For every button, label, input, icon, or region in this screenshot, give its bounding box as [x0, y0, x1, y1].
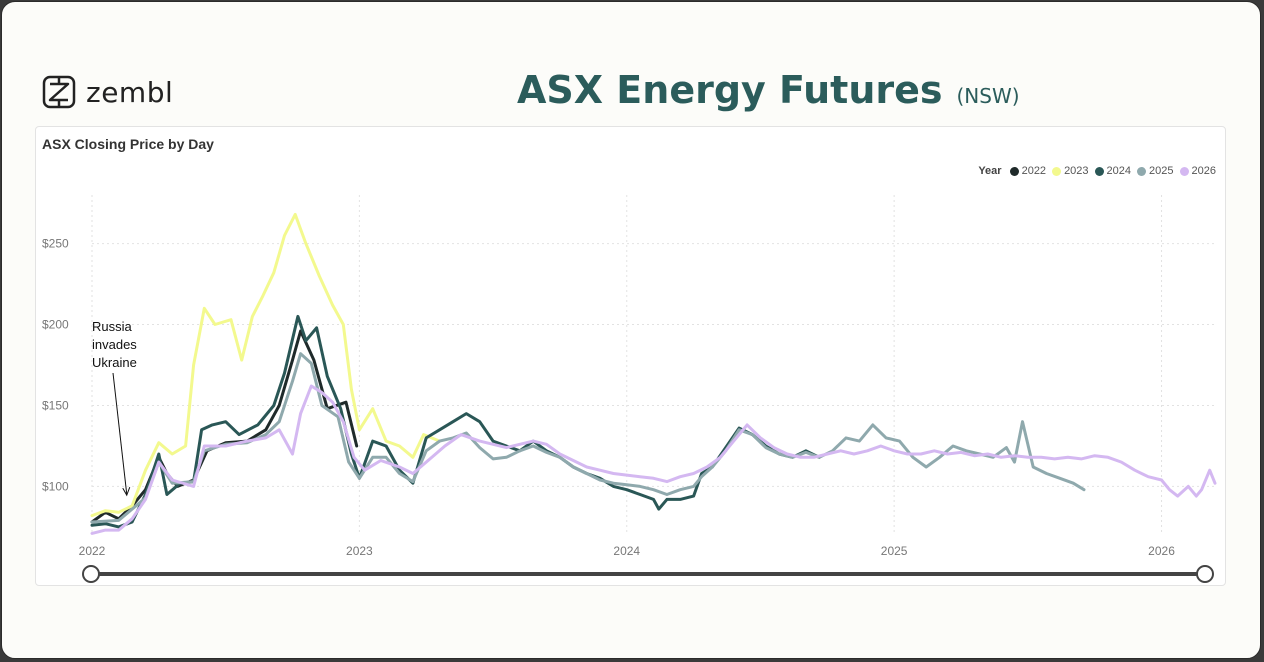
legend-item-2026[interactable]: 2026	[1179, 165, 1216, 177]
series-line-2025	[90, 352, 1086, 524]
chart-panel	[35, 126, 1226, 586]
legend-dot	[1052, 166, 1062, 176]
range-slider-end-handle[interactable]	[1196, 565, 1214, 583]
brand: zembl	[42, 72, 173, 112]
legend-label: 2023	[1064, 165, 1089, 177]
x-tick-label: 2026	[1148, 544, 1175, 558]
range-slider-start-handle[interactable]	[82, 565, 100, 583]
y-tick-label: $250	[42, 237, 69, 251]
annotation-arrowhead	[122, 486, 131, 497]
zembl-logo-icon	[42, 75, 76, 109]
x-tick-label: 2023	[346, 544, 373, 558]
legend-item-2023[interactable]: 2023	[1052, 165, 1089, 177]
y-tick-label: $100	[42, 479, 69, 493]
page-header: ASX Energy Futures (NSW)	[517, 68, 1020, 112]
legend-dot	[1179, 166, 1189, 176]
chart-legend: Year 2022 2023 2024 2025 2026	[978, 165, 1216, 177]
legend-item-2022[interactable]: 2022	[1009, 165, 1047, 177]
legend-dot	[1094, 166, 1104, 176]
legend-dot	[1137, 166, 1147, 176]
brand-name: zembl	[86, 75, 174, 109]
x-tick-label: 2022	[79, 544, 106, 558]
y-tick-label: $200	[42, 318, 69, 332]
legend-label: 2024	[1106, 165, 1132, 177]
legend-dot	[1009, 166, 1019, 176]
legend-label: 2026	[1191, 165, 1216, 177]
legend-item-2024[interactable]: 2024	[1094, 165, 1132, 177]
x-tick-label: 2024	[613, 544, 640, 558]
series-line-2023	[90, 212, 442, 518]
y-tick-label: $150	[42, 398, 69, 412]
series-line-2024	[90, 314, 821, 529]
series-line-2026	[90, 384, 1217, 535]
page-subtitle: (NSW)	[956, 84, 1020, 108]
legend-title: Year	[978, 165, 1002, 177]
legend-item-2025[interactable]: 2025	[1137, 165, 1174, 177]
x-tick-label: 2025	[881, 544, 908, 558]
annotation-arrow	[112, 372, 128, 495]
chart-title: ASX Closing Price by Day	[42, 136, 214, 152]
annotation-russia-invades-ukraine: Russia invades Ukraine	[92, 319, 137, 370]
legend-label: 2025	[1149, 165, 1174, 177]
legend-label: 2022	[1021, 165, 1047, 177]
page-title: ASX Energy Futures	[517, 68, 943, 112]
